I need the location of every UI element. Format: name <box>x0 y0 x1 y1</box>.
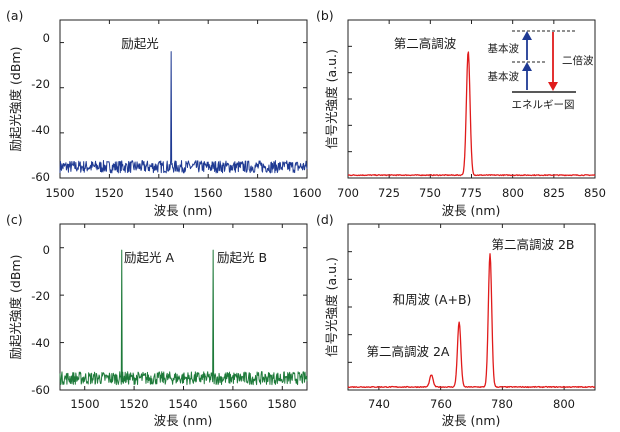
x-tick-label: 1540 <box>144 186 173 200</box>
peak-label: 第二高調波 <box>394 36 457 51</box>
x-tick-label: 1540 <box>168 397 197 411</box>
y-tick-label: 0 <box>43 31 50 45</box>
y-tick-label: 0 <box>43 243 50 257</box>
energy-diagram-inset: 基本波 基本波 二倍波 エネルギー図 <box>488 30 594 111</box>
series-line <box>347 253 596 389</box>
x-tick-label: 1500 <box>45 186 74 200</box>
tick-marks <box>60 224 307 391</box>
sh-label: 二倍波 <box>562 54 594 67</box>
y-tick-label: -60 <box>31 383 50 397</box>
x-tick-label: 1580 <box>243 186 272 200</box>
y-tick-label: -60 <box>31 170 50 184</box>
x-tick-labels: 1500 1520 1540 1560 1580 <box>70 397 296 411</box>
peak-label: 和周波 (A+B) <box>393 292 472 307</box>
x-tick-label: 800 <box>553 397 575 411</box>
series-line <box>347 51 596 177</box>
x-tick-label: 800 <box>502 186 524 200</box>
x-tick-label: 780 <box>491 397 513 411</box>
x-tick-label: 1500 <box>70 397 99 411</box>
panel-label: (a) <box>6 8 23 23</box>
peak-label: 励起光 B <box>217 250 267 265</box>
x-tick-label: 760 <box>430 397 452 411</box>
peak-label: 第二高調波 2B <box>491 237 574 252</box>
fundamental-label: 基本波 <box>488 42 520 55</box>
series <box>59 20 308 179</box>
y-tick-label: -20 <box>31 77 50 91</box>
x-tick-label: 725 <box>378 186 400 200</box>
x-axis-label: 波長 (nm) <box>442 203 501 218</box>
x-tick-label: 750 <box>419 186 441 200</box>
x-tick-label: 775 <box>460 186 482 200</box>
x-tick-label: 1560 <box>193 186 222 200</box>
peak-label: 励起光 <box>121 36 159 51</box>
panel-b: (b) 700 725 750 775 800 825 850 波長 (nm) … <box>316 8 606 218</box>
x-tick-label: 1520 <box>94 186 123 200</box>
x-tick-label: 825 <box>543 186 565 200</box>
x-tick-label: 1580 <box>267 397 296 411</box>
x-tick-label: 700 <box>337 186 359 200</box>
series <box>59 224 308 391</box>
panel-label: (c) <box>6 212 23 227</box>
peak-label: 第二高調波 2A <box>367 344 450 359</box>
y-tick-label: -40 <box>31 123 50 137</box>
inset-caption: エネルギー図 <box>512 99 575 111</box>
x-tick-label: 1520 <box>119 397 148 411</box>
panel-d: (d) 740 760 780 800 波長 (nm) 信号光強度 (a.u.)… <box>316 212 596 428</box>
y-tick-label: -20 <box>31 289 50 303</box>
plot-frame <box>59 223 308 391</box>
series-line <box>59 51 308 174</box>
panel-label: (b) <box>316 8 334 23</box>
x-tick-label: 740 <box>368 397 390 411</box>
x-axis-label: 波長 (nm) <box>154 203 213 218</box>
down-arrow-head <box>548 82 558 91</box>
x-tick-label: 850 <box>584 186 606 200</box>
x-tick-labels: 700 725 750 775 800 825 850 <box>337 186 606 200</box>
y-tick-label: -40 <box>31 336 50 350</box>
x-tick-labels: 1500 1520 1540 1560 1580 1600 <box>45 186 321 200</box>
y-tick-labels: 0 -20 -40 -60 <box>31 31 50 184</box>
y-axis-label: 励起光強度 (dBm) <box>8 255 23 360</box>
plot-frame <box>59 19 308 179</box>
tick-marks <box>59 20 308 179</box>
panel-a: (a) 0 -20 -40 -60 1500 1520 1540 1560 15… <box>6 8 322 218</box>
y-axis-label: 信号光強度 (a.u.) <box>324 49 339 149</box>
up-arrow-upper-head <box>522 31 532 40</box>
up-arrow-lower-head <box>522 62 532 71</box>
x-axis-label: 波長 (nm) <box>154 413 213 428</box>
x-tick-label: 1600 <box>292 186 321 200</box>
series <box>347 20 596 178</box>
series-line <box>59 249 308 386</box>
fundamental-label: 基本波 <box>488 70 520 83</box>
y-axis-label: 励起光強度 (dBm) <box>8 47 23 152</box>
panel-label: (d) <box>316 212 334 227</box>
series <box>347 224 596 390</box>
y-axis-label: 信号光強度 (a.u.) <box>324 257 339 357</box>
peak-label: 励起光 A <box>124 250 174 265</box>
panel-c: (c) 0 -20 -40 -60 1500 1520 1540 1560 15… <box>6 212 308 428</box>
y-tick-labels: 0 -20 -40 -60 <box>31 243 50 397</box>
x-tick-labels: 740 760 780 800 <box>368 397 575 411</box>
x-axis-label: 波長 (nm) <box>442 413 501 428</box>
x-tick-label: 1560 <box>218 397 247 411</box>
